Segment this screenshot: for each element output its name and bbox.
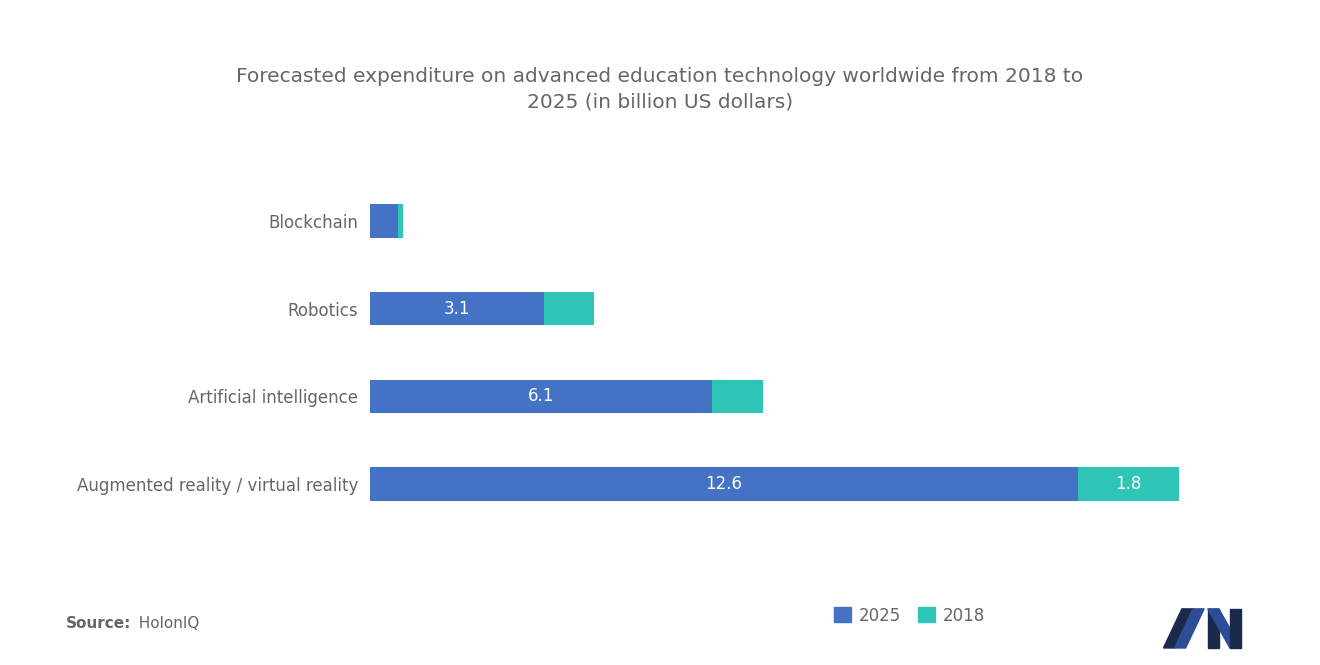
Bar — [370, 292, 544, 325]
Legend: 2025, 2018: 2025, 2018 — [828, 600, 993, 631]
Bar — [1078, 467, 1179, 501]
Text: Source:: Source: — [66, 616, 132, 632]
Polygon shape — [1230, 609, 1241, 648]
Bar — [370, 467, 1078, 501]
Bar — [713, 380, 763, 413]
Text: HolonIQ: HolonIQ — [129, 616, 199, 632]
Bar — [370, 380, 713, 413]
Bar — [544, 292, 594, 325]
Polygon shape — [1175, 609, 1204, 648]
Text: 3.1: 3.1 — [444, 300, 470, 318]
Text: 6.1: 6.1 — [528, 387, 554, 405]
Text: 1.8: 1.8 — [1115, 475, 1142, 493]
Polygon shape — [1208, 609, 1218, 648]
Text: 12.6: 12.6 — [705, 475, 742, 493]
Polygon shape — [1208, 609, 1241, 648]
Text: Forecasted expenditure on advanced education technology worldwide from 2018 to
2: Forecasted expenditure on advanced educa… — [236, 66, 1084, 112]
Bar — [370, 204, 397, 237]
Polygon shape — [1163, 609, 1193, 648]
Bar — [397, 204, 404, 237]
